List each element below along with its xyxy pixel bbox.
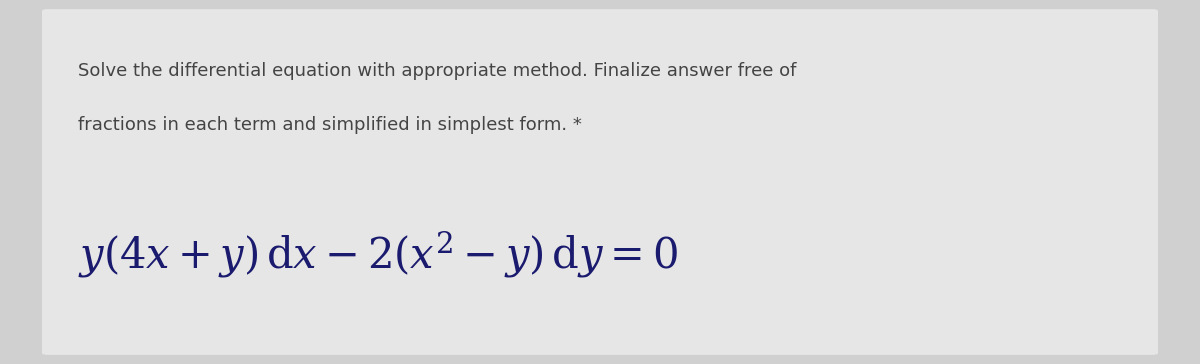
Text: Solve the differential equation with appropriate method. Finalize answer free of: Solve the differential equation with app… bbox=[78, 62, 797, 80]
Text: $y(4x + y)\,\mathrm{d}x - 2(x^2 - y)\,\mathrm{d}y = 0$: $y(4x + y)\,\mathrm{d}x - 2(x^2 - y)\,\m… bbox=[78, 229, 678, 280]
Text: fractions in each term and simplified in simplest form. *: fractions in each term and simplified in… bbox=[78, 116, 582, 134]
FancyBboxPatch shape bbox=[42, 9, 1158, 355]
